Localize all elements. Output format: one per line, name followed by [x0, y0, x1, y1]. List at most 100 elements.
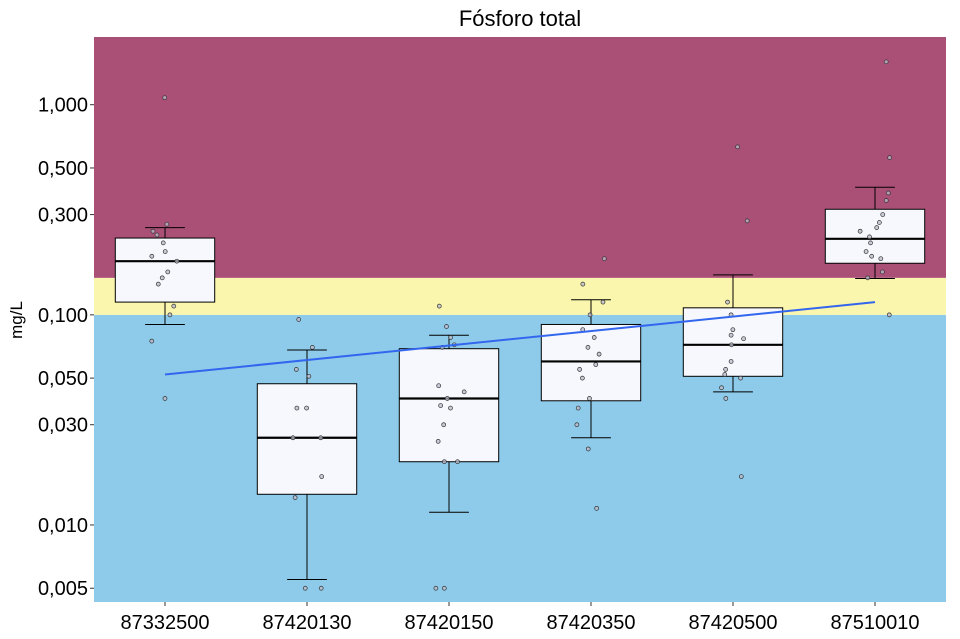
- data-point: [448, 335, 453, 340]
- x-tick-label: 87420150: [405, 612, 494, 634]
- data-point: [436, 383, 442, 389]
- data-point: [600, 299, 606, 305]
- data-point: [302, 585, 308, 591]
- data-point: [442, 459, 447, 465]
- data-point: [723, 396, 729, 401]
- data-point: [596, 351, 602, 357]
- data-point: [436, 303, 442, 309]
- x-tick-label: 87420130: [263, 612, 352, 634]
- data-point: [433, 585, 439, 591]
- box: [398, 348, 500, 463]
- data-point: [868, 240, 873, 246]
- data-point: [318, 585, 324, 591]
- data-point: [318, 435, 324, 441]
- data-point: [601, 256, 607, 262]
- data-point: [730, 327, 736, 333]
- trend-line: [164, 301, 876, 376]
- data-point: [865, 275, 871, 281]
- data-point: [594, 505, 600, 511]
- data-point: [162, 396, 168, 401]
- data-point: [149, 338, 155, 344]
- data-point: [593, 362, 599, 367]
- data-point: [167, 312, 173, 318]
- data-point: [883, 198, 889, 203]
- data-point: [723, 367, 728, 372]
- y-tick-label: 0,005: [38, 578, 88, 600]
- box: [824, 208, 926, 264]
- background-band: [94, 37, 946, 278]
- data-point: [728, 332, 734, 338]
- data-point: [159, 275, 165, 281]
- y-tick-label: 0,050: [38, 368, 88, 390]
- data-point: [887, 155, 892, 160]
- y-tick-label: 0,500: [38, 158, 88, 180]
- data-point: [869, 253, 875, 259]
- data-point: [174, 258, 180, 264]
- y-axis-label: mg/L: [7, 301, 26, 339]
- data-point: [444, 324, 449, 329]
- y-tick-label: 1,000: [38, 95, 88, 117]
- data-point: [150, 228, 156, 234]
- data-point: [874, 225, 880, 230]
- data-point: [738, 375, 743, 381]
- x-tick-label: 87332500: [121, 612, 210, 634]
- data-point: [886, 312, 892, 318]
- y-tick-label: 0,010: [38, 515, 88, 537]
- data-point: [438, 403, 443, 408]
- data-point: [435, 439, 441, 444]
- y-tick-label: 0,100: [38, 305, 88, 327]
- box: [682, 307, 784, 377]
- data-point: [171, 303, 177, 309]
- data-point: [304, 405, 309, 411]
- data-point: [719, 385, 724, 391]
- data-point: [310, 345, 315, 350]
- data-point: [149, 253, 155, 259]
- data-point: [294, 405, 300, 411]
- data-point: [725, 299, 730, 305]
- data-point: [155, 281, 161, 287]
- y-tick-label: 0,300: [38, 205, 88, 227]
- data-point: [574, 422, 580, 428]
- data-point: [587, 396, 592, 401]
- data-point: [587, 312, 593, 318]
- x-tick-label: 87420500: [689, 612, 778, 634]
- data-point: [880, 269, 885, 275]
- data-point: [585, 345, 591, 350]
- data-point: [580, 281, 586, 287]
- data-point: [591, 335, 597, 340]
- y-tick-label: 0,030: [38, 415, 88, 437]
- data-point: [577, 367, 582, 372]
- data-point: [293, 367, 299, 372]
- data-point: [744, 218, 750, 224]
- data-point: [877, 220, 882, 225]
- data-point: [162, 95, 168, 101]
- data-point: [455, 459, 460, 465]
- background-band: [94, 277, 946, 315]
- data-point: [728, 359, 734, 364]
- data-point: [154, 232, 160, 238]
- data-point: [441, 585, 447, 591]
- x-tick-label: 87510010: [831, 612, 920, 634]
- data-point: [883, 59, 889, 65]
- data-point: [880, 212, 886, 217]
- data-point: [857, 228, 863, 234]
- x-tick-label: 87420350: [547, 612, 636, 634]
- background-band: [94, 314, 946, 602]
- plot-area: [94, 37, 946, 602]
- chart-title: Fósforo total: [459, 6, 581, 31]
- data-point: [296, 317, 302, 322]
- data-point: [878, 256, 884, 262]
- data-point: [863, 249, 869, 254]
- data-point: [448, 405, 453, 411]
- box: [540, 323, 642, 402]
- data-point: [738, 474, 744, 479]
- data-point: [160, 240, 166, 246]
- data-point: [290, 435, 296, 441]
- data-point: [580, 375, 585, 381]
- data-point: [292, 495, 298, 500]
- data-point: [575, 405, 581, 411]
- data-point: [444, 396, 450, 401]
- data-point: [162, 249, 168, 254]
- data-point: [306, 373, 312, 379]
